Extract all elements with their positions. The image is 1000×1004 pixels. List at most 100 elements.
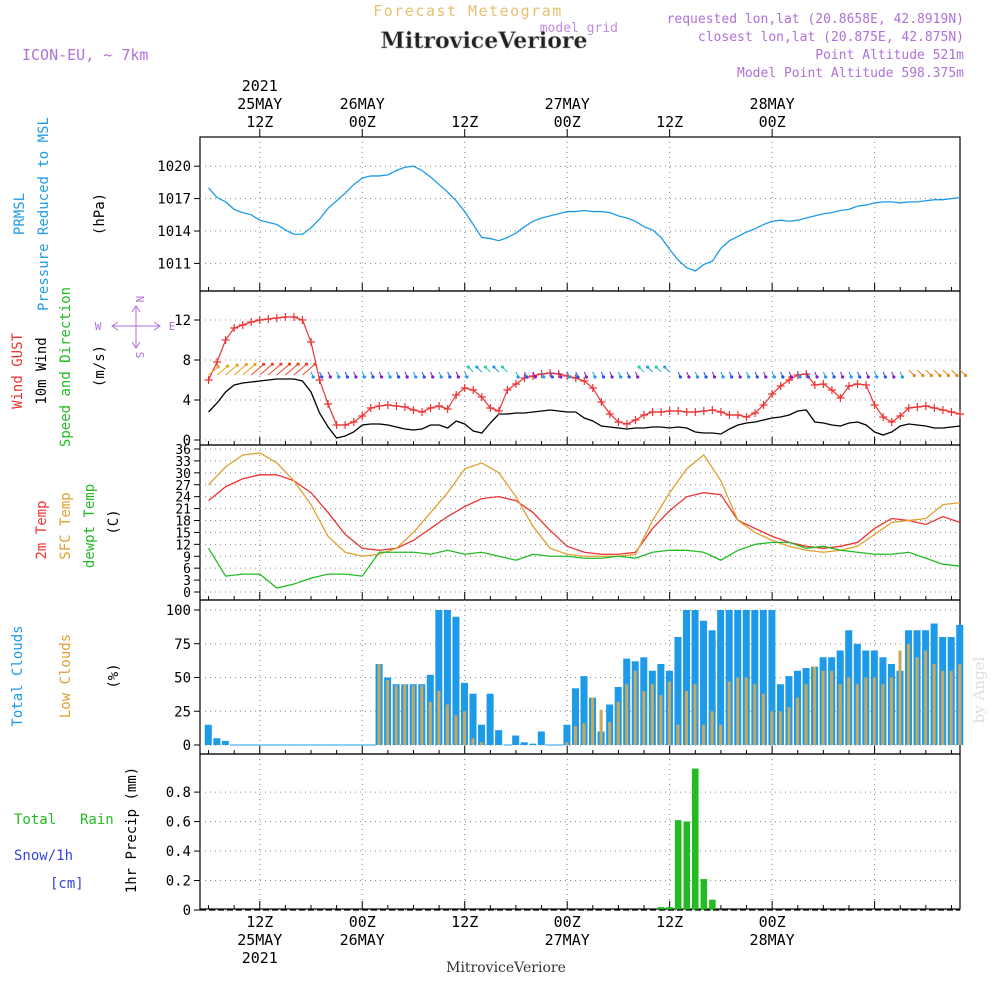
total-cloud-bar [537, 731, 545, 745]
gust-point [418, 408, 427, 416]
y-tick-label: 30 [175, 467, 191, 482]
low-cloud-bar [693, 684, 697, 745]
low-cloud-bar [830, 670, 834, 745]
temp-label-dewpt: dewpt Temp [82, 484, 98, 568]
gust-point [443, 405, 452, 413]
gust-point [238, 321, 247, 329]
compass-s: S [133, 352, 146, 359]
low-cloud-bar [958, 664, 962, 745]
y-tick-label: 0.4 [166, 844, 191, 860]
wind-arrow-head [798, 375, 802, 379]
wind-labels: Wind GUST 10m Wind Speed and Direction (… [10, 287, 175, 447]
gust-point [332, 421, 341, 429]
gust-point [827, 386, 836, 394]
wind-arrow-head [500, 365, 505, 369]
low-cloud-bar [377, 664, 381, 745]
gust-point [819, 380, 828, 388]
wind-arrow-head [576, 375, 580, 379]
total-cloud-bar [213, 738, 221, 745]
wind-arrow-head [567, 375, 571, 379]
y-tick-label: 0 [183, 586, 191, 601]
wind-arrow-head [704, 375, 708, 379]
gust-point [511, 380, 520, 388]
total-cloud-bar [768, 610, 776, 745]
low-cloud-bar [642, 691, 646, 745]
y-tick-label: 6 [183, 562, 191, 577]
low-cloud-bar [821, 670, 825, 745]
gust-point [605, 410, 614, 418]
low-cloud-bar [838, 684, 842, 745]
cloud-label-low: Low Clouds [58, 634, 74, 718]
wind-arrow-head [721, 375, 725, 379]
gust-point [264, 315, 273, 323]
wind-arrow-head [405, 375, 409, 379]
total-cloud-bar [478, 724, 486, 745]
gust-point [247, 318, 256, 326]
gust-point [341, 421, 350, 429]
y-tick-label: 25 [174, 704, 191, 720]
total-cloud-bar [529, 743, 537, 745]
gust-point [272, 314, 281, 322]
wind-arrow-head [414, 375, 418, 379]
gust-point [640, 411, 649, 419]
low-cloud-bar [386, 680, 390, 745]
closest-overlap-fragment: model grid [540, 21, 618, 36]
gust-point [691, 408, 700, 416]
low-cloud-bar [462, 711, 466, 745]
wind-arrow-head [738, 375, 742, 379]
y-tick-label: 15 [175, 526, 191, 541]
low-cloud-bar [667, 681, 671, 745]
wind-arrow-head [900, 375, 905, 379]
wind-arrow-head [584, 375, 589, 379]
wind-arrow-head [806, 375, 811, 379]
total-cloud-bar [759, 610, 767, 745]
pressure-panel: 1011 1014 1017 1020 [157, 136, 961, 292]
wind-arrow-head [253, 362, 257, 367]
top-tick-label: 12Z [656, 113, 683, 131]
wind-arrow-head [235, 363, 239, 367]
compass-e: E [169, 320, 176, 333]
wind-arrow-head [866, 375, 870, 379]
bottom-tick-label: 25MAY [237, 931, 282, 949]
total-cloud-bar [682, 610, 691, 745]
gust-point [460, 384, 469, 392]
bottom-tick-label: 12Z [451, 913, 478, 931]
gust-point [862, 381, 871, 389]
gust-point [810, 381, 819, 389]
wind-arrow-head [296, 362, 300, 366]
gust-point [554, 370, 563, 378]
wind-arrow [276, 363, 290, 376]
total-cloud-bar [725, 610, 733, 745]
gust-line [207, 316, 961, 426]
y-tick-label: 21 [175, 503, 191, 518]
wind-arrow-head [439, 375, 443, 379]
top-tick-label: 2021 [242, 77, 278, 95]
top-tick-label: 12Z [451, 113, 478, 131]
rain-bar [657, 907, 665, 910]
low-cloud-bar [753, 684, 757, 745]
y-tick-label: 0.8 [166, 785, 191, 801]
wind-arrow-head [619, 375, 623, 379]
y-tick-label: 4 [183, 393, 191, 409]
low-cloud-bar [787, 707, 791, 745]
y-tick-label: 100 [166, 603, 191, 619]
gust-point [452, 391, 461, 399]
gust-point [281, 313, 290, 321]
gust-point [477, 393, 486, 401]
wind-arrow-head [550, 375, 554, 379]
wind-arrow-head [270, 362, 274, 366]
top-tick-label: 28MAY [750, 95, 795, 113]
y-tick-label: 3 [183, 574, 191, 589]
low-cloud-bar [864, 677, 868, 745]
precip-label-rain: Rain [80, 812, 114, 828]
low-cloud-bar [599, 709, 603, 745]
panel-frame [199, 136, 961, 292]
total-cloud-bar [691, 610, 699, 745]
wind-arrow [242, 364, 256, 376]
wind-arrow-head [875, 375, 879, 379]
precip-label-cm: [cm] [50, 876, 84, 892]
gust-point [699, 407, 708, 415]
low-cloud-bar [650, 684, 654, 745]
gust-point [956, 410, 964, 418]
